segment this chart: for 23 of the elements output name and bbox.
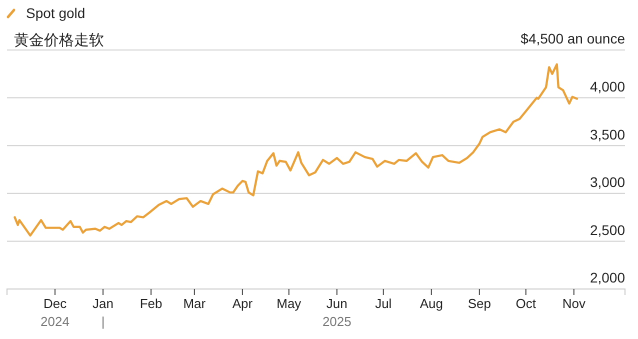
x-tick-label: Apr [232, 296, 254, 312]
text: 2024 [40, 314, 70, 329]
y-tick-label: 4,000 [590, 78, 626, 94]
x-tick-label: Aug [420, 296, 443, 312]
x-tick-label: May [276, 296, 302, 312]
x-tick-label: Jun [326, 296, 348, 312]
y-tick-label: 2,000 [590, 270, 626, 286]
x-tick-label: Jul [375, 296, 392, 312]
y-tick-label: $4,500 an ounce [520, 30, 626, 47]
legend-label: Spot gold [26, 5, 86, 21]
x-tick-label: Feb [140, 296, 162, 312]
text: | [101, 314, 105, 329]
x-tick-label: Mar [183, 296, 206, 312]
x-tick-label: Dec [43, 296, 68, 312]
text: 2025 [322, 314, 352, 329]
y-tick-label: 2,500 [590, 222, 626, 238]
x-tick-label: Sep [468, 296, 491, 312]
y-tick-label: 3,500 [590, 126, 626, 142]
chart-title: 黄金价格走软 [14, 32, 104, 49]
x-tick-label: Oct [516, 296, 536, 312]
y-tick-label: 3,000 [590, 174, 626, 190]
x-tick-label: Nov [562, 296, 586, 312]
x-tick-label: Jan [92, 296, 114, 312]
